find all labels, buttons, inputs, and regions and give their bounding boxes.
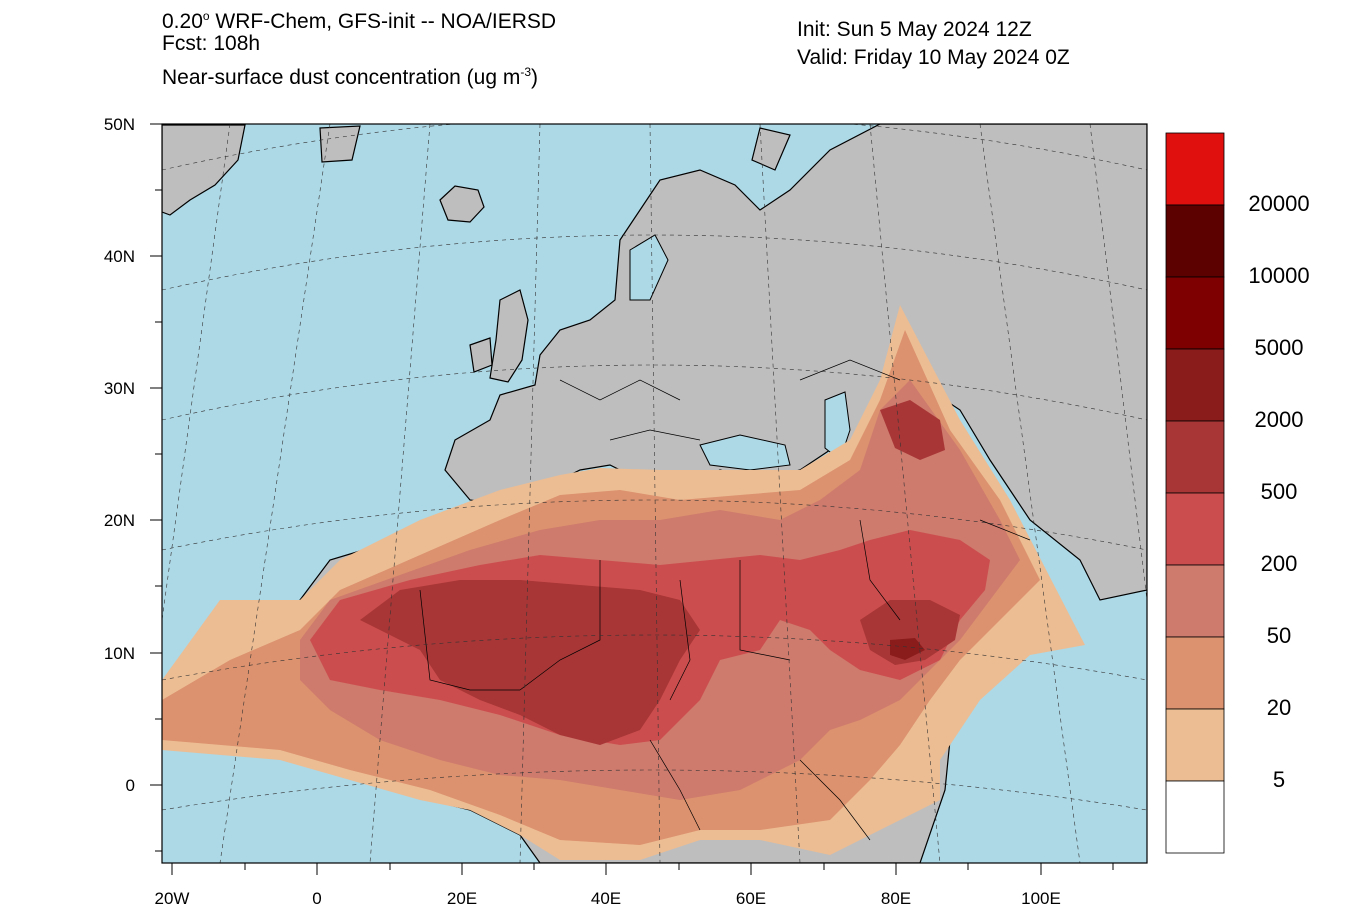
colorbar-swatch — [1165, 636, 1225, 710]
land-iceland — [439, 185, 485, 223]
dust-overlay — [162, 305, 1085, 860]
colorbar-level-label: 5 — [1272, 767, 1286, 792]
variable-title: Near-surface dust concentration (ug m-3) — [162, 65, 539, 89]
colorbar-level-label: 5000 — [1254, 335, 1304, 360]
land-greenland — [162, 124, 246, 216]
dust-500-west — [360, 580, 700, 745]
valid-time: Valid: Friday 10 May 2024 0Z — [797, 46, 1070, 69]
dust-2000 — [890, 638, 925, 660]
land-british-isles — [489, 289, 529, 383]
lon-ticks — [171, 863, 1114, 875]
colorbar-swatch — [1165, 204, 1225, 278]
land-ireland — [469, 337, 493, 373]
lat-labels: 50N 40N 30N 20N 10N 0 — [104, 115, 135, 795]
lon-label-100e: 100E — [1021, 889, 1061, 908]
lon-label-60e: 60E — [736, 889, 766, 908]
lat-ticks — [150, 123, 162, 852]
colorbar-swatch — [1165, 420, 1225, 494]
colorbar-swatch — [1165, 708, 1225, 782]
baltic-sea — [629, 234, 669, 301]
lon-label-0: 0 — [312, 889, 321, 908]
colorbar-swatch — [1165, 564, 1225, 638]
map-canvas — [162, 124, 1147, 863]
country-borders — [419, 359, 1031, 841]
lat-label-10n: 10N — [104, 644, 135, 663]
lat-label-0: 0 — [126, 776, 135, 795]
dust-500-arabia — [860, 600, 960, 665]
lat-label-30n: 30N — [104, 379, 135, 398]
lat-label-40n: 40N — [104, 247, 135, 266]
model-title: 0.20o WRF-Chem, GFS-init -- NOA/IERSD — [162, 9, 557, 33]
map-frame — [161, 123, 1148, 864]
lon-labels: 20W 0 20E 40E 60E 80E 100E — [155, 889, 1061, 908]
colorbar — [1165, 132, 1225, 854]
dust-500-caspian — [880, 400, 945, 460]
lon-label-40e: 40E — [591, 889, 621, 908]
colorbar-swatch — [1165, 132, 1225, 206]
colorbar-level-label: 50 — [1266, 623, 1292, 648]
colorbar-level-label: 200 — [1260, 551, 1298, 576]
forecast-hour: Fcst: 108h — [162, 32, 261, 55]
colorbar-level-label: 2000 — [1254, 407, 1304, 432]
black-sea — [699, 434, 791, 471]
colorbar-level-label: 10000 — [1248, 263, 1310, 288]
lon-label-20e: 20E — [447, 889, 477, 908]
colorbar-swatch — [1165, 492, 1225, 566]
land-arctic-islands — [319, 125, 361, 163]
init-time: Init: Sun 5 May 2024 12Z — [797, 18, 1032, 41]
graticule — [162, 124, 1147, 863]
land-novaya-zemlya — [751, 127, 791, 171]
colorbar-swatch — [1165, 276, 1225, 350]
lat-label-50n: 50N — [104, 115, 135, 134]
colorbar-swatch — [1165, 348, 1225, 422]
colorbar-level-label: 20 — [1266, 695, 1292, 720]
lat-label-20n: 20N — [104, 511, 135, 530]
colorbar-level-label: 500 — [1260, 479, 1298, 504]
colorbar-level-label: 20000 — [1248, 191, 1310, 216]
lon-label-20w: 20W — [155, 889, 190, 908]
colorbar-swatch — [1165, 780, 1225, 854]
lon-label-80e: 80E — [881, 889, 911, 908]
